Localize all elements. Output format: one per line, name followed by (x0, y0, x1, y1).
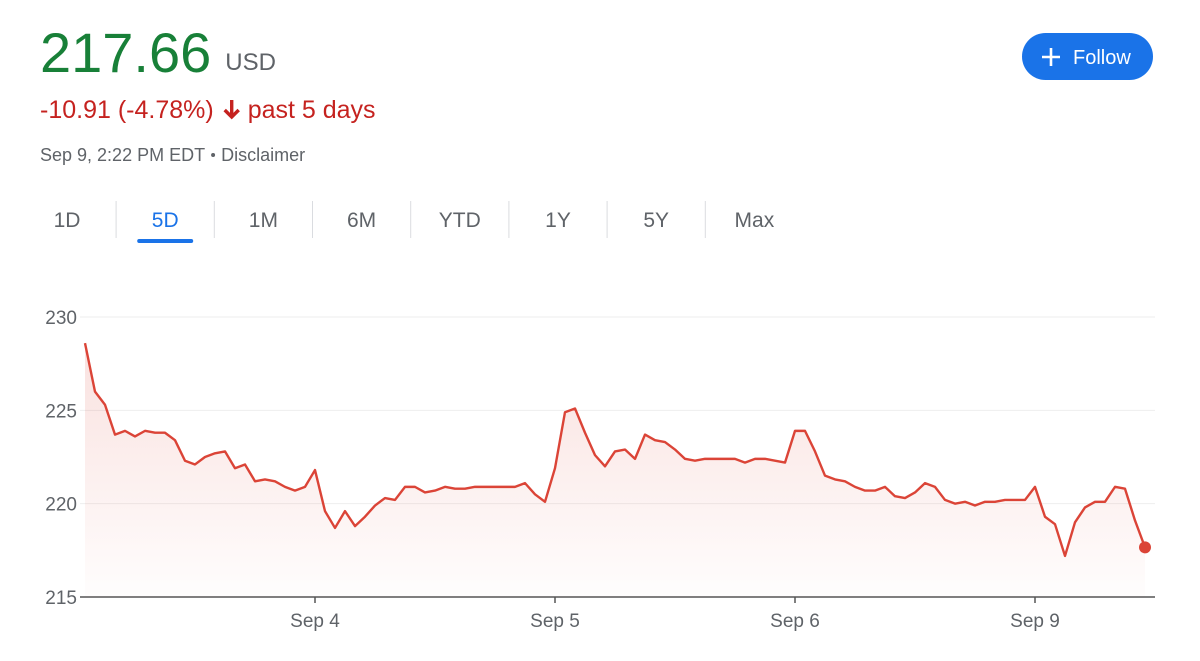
price: 217.66 (40, 21, 211, 84)
range-tab[interactable]: Max (735, 209, 775, 232)
range-tab[interactable]: 6M (347, 209, 376, 232)
x-tick-label: Sep 9 (1010, 611, 1060, 632)
follow-label[interactable]: Follow (1073, 47, 1131, 69)
down-arrow (223, 100, 240, 120)
timestamp: Sep 9, 2:22 PM EDT (40, 145, 205, 165)
follow-button[interactable]: Follow (1022, 33, 1153, 80)
plus-icon (1042, 48, 1060, 66)
period: past 5 days (248, 96, 376, 124)
x-tick-label: Sep 4 (290, 611, 340, 632)
y-tick-label: 215 (45, 588, 77, 609)
x-tick-label: Sep 5 (530, 611, 580, 632)
range-tab[interactable]: 5D (152, 209, 179, 232)
price-line (83, 342, 1147, 558)
y-tick-label: 230 (45, 308, 77, 329)
separator-dot (211, 153, 216, 157)
range-tab[interactable]: 1Y (545, 209, 571, 232)
last-price-dot (1139, 541, 1151, 554)
price-area (85, 343, 1145, 597)
range-tab[interactable]: 5Y (643, 209, 669, 232)
currency: USD (225, 49, 276, 76)
disclaimer-link[interactable]: Disclaimer (221, 145, 305, 165)
follow-button-bg[interactable] (1022, 33, 1153, 80)
y-tick-label: 225 (45, 401, 77, 422)
y-tick-label: 220 (45, 495, 77, 516)
range-tab[interactable]: YTD (439, 209, 481, 232)
tab-underline (137, 239, 194, 243)
range-tab[interactable]: 1M (249, 209, 278, 232)
price-change: -10.91 (-4.78%) (40, 96, 214, 124)
range-tab[interactable]: 1D (54, 209, 81, 232)
x-tick-label: Sep 6 (770, 611, 820, 632)
